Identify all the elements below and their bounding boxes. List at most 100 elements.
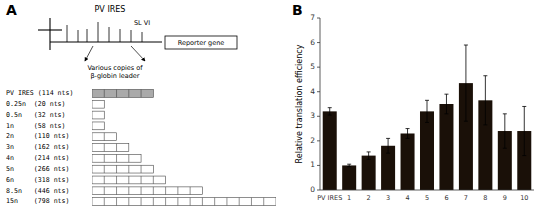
- segment-divider: [104, 198, 105, 206]
- y-tick-label: 5: [310, 62, 315, 71]
- segment-divider: [104, 90, 105, 98]
- panel-b: B01234567Relative translation efficiency…: [292, 2, 534, 202]
- schematic: [38, 18, 237, 61]
- error-bar: [444, 94, 448, 114]
- segment-divider: [128, 187, 129, 195]
- annotation: Various copies ofβ-globin leader: [87, 64, 143, 80]
- x-axis-line: [320, 190, 534, 191]
- row-bar: [92, 111, 104, 119]
- y-tick-label: 2: [310, 136, 315, 145]
- stem-loop: [142, 32, 143, 42]
- reporter-box: [165, 36, 237, 49]
- x-tick-label: 10: [520, 194, 528, 202]
- row-bar: [92, 133, 117, 141]
- segment-divider: [116, 144, 117, 152]
- segment-divider: [116, 90, 117, 98]
- segment-divider: [141, 165, 142, 173]
- row-label: 4n (214 nts): [6, 154, 70, 162]
- row-label: 8.5n (446 nts): [6, 187, 70, 195]
- segment-divider: [104, 187, 105, 195]
- y-tick-label: 4: [310, 87, 315, 96]
- annotation-line: Reporter gene: [178, 39, 225, 47]
- row-bar: [92, 122, 104, 130]
- bar: [342, 165, 356, 190]
- x-tick-label: 1: [347, 194, 351, 202]
- error-bar: [464, 45, 468, 121]
- row-bar: [92, 165, 153, 173]
- row-bar: [92, 90, 153, 98]
- segment-divider: [116, 198, 117, 206]
- segment-divider: [153, 198, 154, 206]
- y-tick: [317, 18, 320, 19]
- annotation-line: β-globin leader: [90, 72, 139, 80]
- y-tick: [317, 42, 320, 43]
- cross: [49, 18, 50, 50]
- segment-divider: [104, 165, 105, 173]
- y-tick: [317, 140, 320, 141]
- x-tick-label: 6: [444, 194, 448, 202]
- error-bar: [522, 106, 526, 155]
- row-label: PV IRES (114 nts): [6, 89, 74, 97]
- y-tick: [317, 67, 320, 68]
- rows: [92, 90, 276, 206]
- error-bar: [386, 138, 390, 153]
- segment-divider: [190, 198, 191, 206]
- panel-label: B: [292, 2, 303, 18]
- segment-divider: [128, 90, 129, 98]
- y-tick-label: 6: [310, 38, 315, 47]
- bar: [362, 156, 376, 190]
- annotation: SL VI: [134, 19, 150, 27]
- segment-divider: [128, 154, 129, 162]
- error-bar: [328, 108, 332, 115]
- segment-divider: [177, 187, 178, 195]
- stem-loop: [109, 27, 110, 42]
- segment-divider: [263, 198, 264, 206]
- y-tick-label: 0: [310, 185, 315, 194]
- x-tick-label: 2: [367, 194, 371, 202]
- annotation-line: Various copies of: [87, 64, 143, 72]
- y-tick: [317, 165, 320, 166]
- x-tick-label: 4: [405, 194, 409, 202]
- segment-divider: [202, 198, 203, 206]
- y-tick: [317, 91, 320, 92]
- segment-divider: [165, 198, 166, 206]
- error-bar: [503, 114, 507, 148]
- stem-loop: [87, 29, 88, 42]
- bar: [420, 111, 434, 190]
- segment-divider: [141, 187, 142, 195]
- x-tick-label: 3: [386, 194, 390, 202]
- segment-divider: [153, 176, 154, 184]
- segment-divider: [141, 198, 142, 206]
- stem-loop: [120, 29, 121, 42]
- stem-loop: [131, 30, 132, 42]
- row-label: 0.25n (20 nts): [6, 100, 66, 108]
- arrow: [85, 46, 93, 61]
- y-axis-label: Relative translation efficiency: [295, 44, 304, 163]
- annotation: PV IRES: [95, 5, 126, 14]
- segment-divider: [128, 165, 129, 173]
- segment-divider: [104, 176, 105, 184]
- panel-a: APV IRESSL VIReporter geneVarious copies…: [6, 2, 276, 205]
- segment-divider: [153, 187, 154, 195]
- y-axis-line: [320, 18, 321, 190]
- x-tick-label: 8: [483, 194, 487, 202]
- segment-divider: [251, 198, 252, 206]
- annotation: Reporter gene: [178, 39, 225, 47]
- arrow: [131, 46, 145, 61]
- segment-divider: [141, 176, 142, 184]
- y-tick: [317, 116, 320, 117]
- y-tick-label: 1: [310, 160, 315, 169]
- bar: [323, 111, 337, 190]
- row-bar: [92, 154, 141, 162]
- stem-loop: [98, 22, 99, 42]
- row-label: 2n (110 nts): [6, 132, 70, 140]
- row-label: 1n (58 nts): [6, 122, 66, 130]
- row-label: 6n (318 nts): [6, 176, 70, 184]
- x-tick-label: PV IRES: [317, 194, 342, 202]
- segment-divider: [116, 154, 117, 162]
- segment-divider: [116, 165, 117, 173]
- row-label: 0.5n (32 nts): [6, 111, 66, 119]
- segment-divider: [116, 176, 117, 184]
- row-label: 5n (266 nts): [6, 165, 70, 173]
- segment-divider: [226, 198, 227, 206]
